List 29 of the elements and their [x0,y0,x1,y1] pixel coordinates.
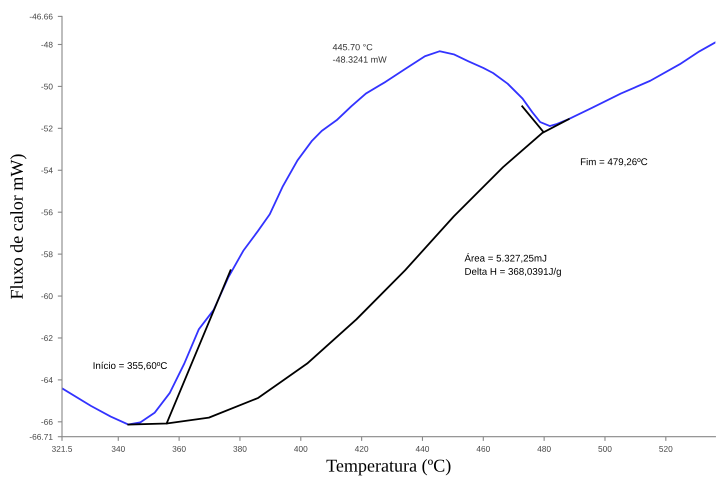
x-tick-label: 420 [354,446,368,452]
y-tick-label: -46.66 [30,14,53,20]
x-tick-label: 440 [416,446,430,452]
x-tick-label: 360 [172,446,186,452]
x-tick-label: 380 [233,446,247,452]
y-tick-label: -48 [41,42,53,48]
y-tick-label: -54 [41,168,53,174]
y-tick-label: -52 [41,126,53,132]
x-tick-label: 480 [537,446,551,452]
y-tick-label: -50 [41,84,53,90]
x-tick-label: 500 [598,446,612,452]
y-tick-label: -56 [41,209,53,216]
y-tick-label: -62 [41,335,53,342]
x-axis-title: Temperatura (ºC) [326,459,450,476]
y-axis-title: Fluxo de calor mW) [10,154,27,299]
annotation: 445.70 °C -48.3241 mW [332,44,387,63]
annotation: Fim = 479,26ºC [580,158,648,166]
y-tick-label: -64 [41,377,53,383]
y-tick-label: -66 [41,419,53,425]
x-tick-label: 321.5 [52,446,72,452]
annotation: Início = 355,60ºC [94,362,167,370]
x-tick-label: 520 [659,446,672,452]
x-tick-label: 460 [476,446,490,452]
x-tick-label: 400 [294,446,308,452]
y-tick-label: -66.71 [30,434,53,440]
y-tick-label: -60 [41,293,53,300]
annotation: Área = 5.327,25mJ Delta H = 368,0391J/g [464,253,561,277]
y-tick-label: -58 [41,251,53,258]
x-tick-label: 340 [112,446,125,452]
